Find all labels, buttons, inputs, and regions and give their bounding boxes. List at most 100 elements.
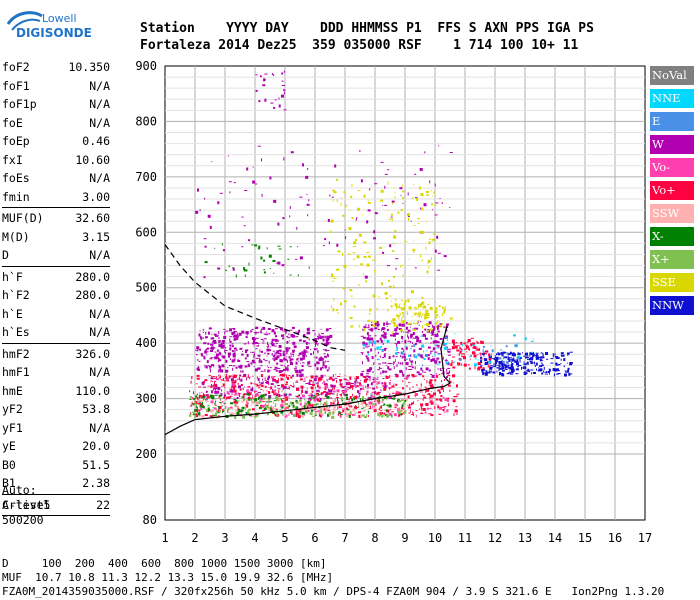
echo-point — [243, 393, 247, 395]
echo-point — [214, 351, 217, 353]
echo-point — [400, 307, 404, 311]
echo-point — [226, 379, 229, 382]
echo-point — [256, 383, 258, 385]
echo-point — [416, 327, 419, 330]
echo-point — [431, 332, 434, 335]
echo-point — [449, 377, 451, 381]
echo-point — [265, 405, 269, 409]
echo-point — [395, 352, 397, 355]
echo-point — [242, 351, 243, 353]
echo-point — [214, 402, 216, 405]
echo-point — [254, 369, 258, 372]
echo-point — [321, 333, 324, 335]
echo-point — [317, 394, 319, 397]
param-value: N/A — [89, 248, 110, 262]
echo-point — [224, 380, 228, 382]
echo-point — [231, 350, 234, 353]
echo-point — [401, 323, 405, 327]
echo-point — [340, 394, 342, 396]
echo-point — [298, 360, 300, 362]
echo-point — [396, 346, 399, 349]
echo-point — [437, 353, 441, 355]
echo-point — [402, 371, 404, 375]
echo-point — [410, 414, 414, 416]
echo-point — [503, 360, 505, 364]
echo-point — [290, 360, 292, 363]
echo-point — [218, 396, 220, 399]
echo-point — [299, 411, 301, 415]
echo-point — [514, 344, 518, 347]
echo-point — [417, 222, 420, 224]
echo-point — [341, 408, 345, 410]
echo-point — [322, 245, 325, 247]
echo-point — [233, 394, 235, 396]
echo-point — [265, 403, 267, 406]
echo-point — [250, 399, 252, 401]
echo-point — [310, 403, 313, 405]
echo-point — [430, 337, 432, 340]
echo-point — [462, 344, 463, 347]
echo-point — [232, 352, 236, 356]
echo-point — [219, 359, 222, 362]
echo-point — [501, 352, 505, 354]
echo-point — [376, 383, 379, 385]
echo-point — [239, 347, 243, 350]
echo-point — [273, 106, 276, 109]
echo-point — [328, 241, 330, 245]
echo-point — [303, 380, 306, 382]
echo-point — [440, 406, 444, 408]
echo-point — [229, 347, 232, 351]
param-value: 51.5 — [82, 457, 110, 472]
echo-point — [212, 407, 216, 409]
echo-point — [363, 273, 365, 276]
echo-point — [372, 377, 376, 379]
echo-point — [409, 326, 411, 328]
echo-point — [388, 285, 392, 288]
echo-point — [374, 348, 376, 351]
echo-point — [323, 407, 325, 409]
echo-point — [237, 335, 239, 339]
echo-point — [389, 379, 391, 381]
echo-point — [482, 368, 486, 371]
echo-point — [298, 399, 302, 402]
echo-point — [436, 360, 438, 362]
echo-point — [322, 338, 325, 342]
echo-point — [315, 343, 316, 347]
echo-point — [393, 235, 397, 239]
echo-point — [378, 296, 381, 298]
echo-point — [343, 300, 347, 303]
echo-point — [240, 411, 243, 413]
echo-point — [273, 369, 277, 371]
echo-point — [448, 403, 450, 407]
echo-point — [216, 386, 218, 389]
echo-point — [192, 397, 194, 400]
echo-point — [391, 218, 393, 222]
echo-point — [328, 328, 332, 329]
echo-point — [363, 409, 366, 412]
echo-point — [303, 405, 306, 409]
auto-label: Auto: — [2, 483, 37, 497]
echo-point — [394, 196, 396, 199]
echo-point — [472, 342, 476, 345]
param-row: B1 2.38 — [2, 474, 110, 493]
echo-point — [299, 256, 303, 260]
param-key: fxI — [2, 152, 23, 167]
echo-point — [372, 380, 376, 383]
echo-point — [318, 377, 322, 379]
echo-point — [221, 385, 223, 387]
echo-point — [372, 405, 374, 409]
echo-point — [284, 330, 287, 333]
echo-point — [340, 412, 342, 415]
echo-point — [271, 376, 274, 379]
echo-point — [365, 404, 367, 406]
echo-point — [197, 412, 201, 416]
echo-point — [353, 397, 357, 400]
echo-point — [326, 391, 329, 395]
echo-point — [267, 412, 269, 415]
echo-point — [437, 347, 440, 349]
echo-point — [382, 336, 386, 338]
echo-point — [314, 395, 318, 399]
echo-point — [234, 397, 236, 400]
echo-point — [362, 361, 363, 365]
echo-point — [490, 353, 492, 355]
